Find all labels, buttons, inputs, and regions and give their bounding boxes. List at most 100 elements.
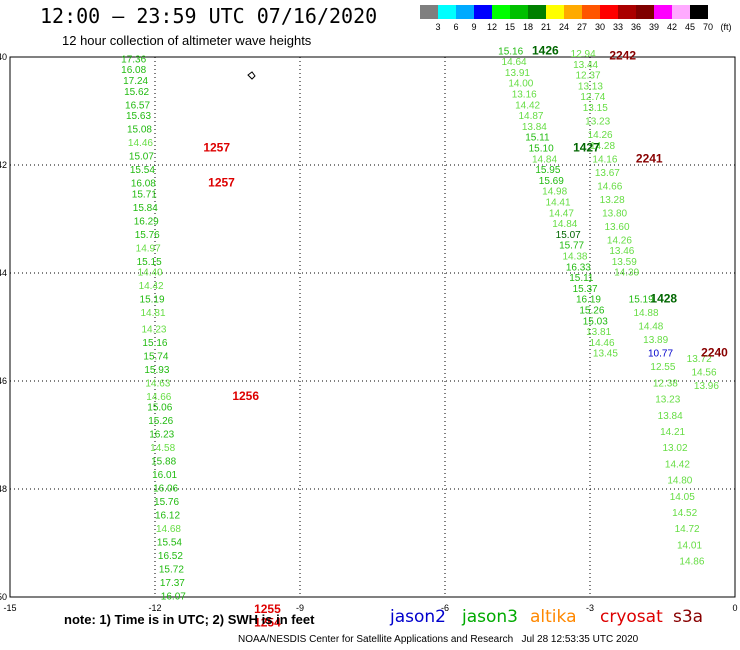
- wave-height-value: 14.86: [679, 557, 704, 568]
- track-east-1: 15.1614.6413.9114.0013.1614.4214.8713.84…: [498, 46, 618, 359]
- pass-time-label: 1428: [650, 292, 677, 306]
- track-east-3: 15.19 14.88 14.48 13.89 10.77 12.55 12.38 13.23…: [629, 295, 720, 568]
- colorbar-swatch: [690, 5, 708, 19]
- wave-height-value: 13.13: [578, 81, 603, 92]
- x-tick-label: -15: [3, 603, 16, 613]
- wave-height-value: 15.74: [143, 351, 168, 362]
- wave-height-value: 13.02: [663, 443, 688, 454]
- wave-height-value: 15.69: [539, 176, 564, 187]
- wave-height-value: 16.57: [125, 100, 150, 111]
- footer-credit: NOAA/NESDIS Center for Satellite Applica…: [238, 634, 639, 645]
- wave-height-value: 14.58: [150, 443, 175, 454]
- wave-height-value: 15.19: [629, 295, 654, 306]
- wave-height-value: 14.81: [141, 308, 166, 319]
- wave-height-value: 15.26: [148, 416, 173, 427]
- wave-height-value: 14.00: [508, 79, 533, 90]
- wave-height-value: 15.72: [159, 565, 184, 576]
- wave-height-value: 14.42: [665, 459, 690, 470]
- wave-height-value: 14.16: [592, 154, 617, 165]
- legend-item-altika: altika: [530, 607, 577, 627]
- colorbar-label: 18: [522, 22, 534, 32]
- wave-height-value: 12.94: [571, 49, 596, 60]
- colorbar-label: 30: [594, 22, 606, 32]
- wave-height-value: 14.39: [614, 268, 639, 279]
- colorbar-swatch: [546, 5, 564, 19]
- wave-height-value: 13.91: [505, 68, 530, 79]
- wave-height-value: 16.29: [134, 216, 159, 227]
- footer-note: note: 1) Time is in UTC; 2) SWH is in fe…: [64, 612, 315, 627]
- wave-height-value: 15.76: [135, 230, 160, 241]
- wave-height-value: 14.42: [139, 281, 164, 292]
- map-axes: -15 -12 -9 -6 -3 0 -40 -42 -44 -46 -48 -50: [0, 52, 738, 613]
- y-tick-label: -50: [0, 592, 7, 602]
- altimeter-tracks: 17.3616.0817.2415.6216.5715.6315.0814.46…: [121, 46, 719, 602]
- colorbar-swatch: [600, 5, 618, 19]
- wave-height-value: 14.48: [638, 322, 663, 333]
- wave-height-value: 14.23: [141, 324, 166, 335]
- colorbar-label: 27: [576, 22, 588, 32]
- colorbar-swatch: [456, 5, 474, 19]
- wave-height-value: 15.16: [142, 338, 167, 349]
- wave-height-value: 14.84: [552, 219, 577, 230]
- legend-item-cryosat: cryosat: [600, 607, 663, 627]
- colorbar-label: 15: [504, 22, 516, 32]
- pass-time-label: 2242: [609, 49, 636, 63]
- colorbar-label: 39: [648, 22, 660, 32]
- wave-height-value: 16.01: [152, 470, 177, 481]
- wave-height-value: 13.96: [694, 381, 719, 392]
- wave-height-value: 13.80: [602, 208, 627, 219]
- wave-height-value: 12.55: [650, 362, 675, 373]
- x-tick-label: -3: [586, 603, 594, 613]
- x-tick-label: 0: [732, 603, 737, 613]
- wave-height-value: 15.03: [583, 316, 608, 327]
- colorbar-label: 36: [630, 22, 642, 32]
- pass-time-label: 2240: [701, 346, 728, 360]
- colorbar-swatch: [420, 5, 438, 19]
- wave-height-value: 14.01: [677, 540, 702, 551]
- wave-height-value: 13.72: [687, 354, 712, 365]
- pass-time-label: 1255: [254, 602, 281, 616]
- pass-time-label: 2241: [636, 151, 663, 165]
- wave-height-value: 15.26: [579, 306, 604, 317]
- y-tick-label: -42: [0, 160, 7, 170]
- wave-height-value: 15.71: [132, 189, 157, 200]
- wave-height-value: 13.60: [605, 222, 630, 233]
- pass-time-label: 1257: [208, 176, 235, 190]
- wave-height-value: 13.59: [612, 257, 637, 268]
- wave-height-value: 10.77: [648, 349, 673, 360]
- wave-height-value: 13.23: [585, 117, 610, 128]
- wave-height-value: 13.28: [600, 195, 625, 206]
- colorbar-label: 33: [612, 22, 624, 32]
- colorbar-label: (ft): [720, 22, 732, 32]
- colorbar-label: 9: [471, 22, 477, 32]
- wave-height-value: 13.16: [512, 90, 537, 101]
- wave-height-value: 13.23: [655, 395, 680, 406]
- wave-height-value: 16.52: [158, 551, 183, 562]
- wave-height-value: 15.88: [151, 457, 176, 468]
- pass-time-label: 1256: [232, 389, 259, 403]
- map-grid: [9, 56, 736, 598]
- pass-time-label: 1426: [532, 43, 559, 57]
- wave-height-value: 15.07: [556, 230, 581, 241]
- wave-height-value: 15.07: [129, 152, 154, 163]
- colorbar-label: 6: [453, 22, 459, 32]
- wave-height-value: 13.84: [522, 122, 547, 133]
- wave-height-value: 14.47: [549, 208, 574, 219]
- x-tick-label: -12: [148, 603, 161, 613]
- map-title: 12:00 — 23:59 UTC 07/16/2020: [40, 4, 378, 28]
- wave-height-value: 14.72: [675, 524, 700, 535]
- wave-height-value: 15.62: [124, 87, 149, 98]
- wave-height-value: 16.12: [155, 511, 180, 522]
- colorbar-label: 12: [486, 22, 498, 32]
- wave-height-value: 13.67: [595, 168, 620, 179]
- wave-height-value: 14.46: [590, 338, 615, 349]
- wave-height-value: 17.37: [160, 578, 185, 589]
- wave-height-value: 14.26: [607, 235, 632, 246]
- pass-time-label: 1257: [203, 141, 230, 155]
- legend-item-s3a: s3a: [673, 607, 704, 627]
- wave-height-value: 14.97: [136, 243, 161, 254]
- wave-height-value: 14.87: [518, 111, 543, 122]
- wave-height-value: 12.74: [580, 92, 605, 103]
